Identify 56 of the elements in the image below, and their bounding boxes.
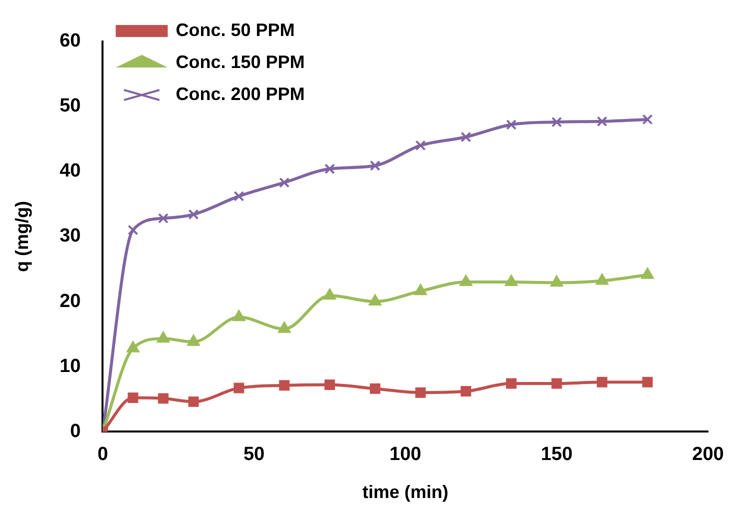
y-axis-title: q (mg/g) — [12, 201, 32, 272]
point — [278, 322, 291, 333]
point — [460, 386, 472, 397]
point — [506, 119, 517, 130]
point — [641, 268, 654, 279]
legend-label: Conc. 50 PPM — [176, 20, 295, 40]
x-axis-title: time (min) — [362, 482, 448, 502]
point — [596, 274, 608, 285]
point — [460, 132, 472, 142]
point — [324, 164, 335, 174]
point — [126, 341, 140, 352]
point — [128, 392, 138, 404]
point — [187, 334, 200, 346]
y-tick-label: 20 — [60, 290, 81, 312]
point — [370, 383, 380, 394]
y-tick-label: 0 — [70, 420, 81, 442]
point — [370, 160, 380, 171]
point — [642, 114, 653, 125]
point — [551, 116, 562, 128]
x-tick-label: 50 — [243, 444, 265, 466]
point — [128, 224, 138, 236]
point — [415, 387, 426, 398]
point — [234, 382, 244, 394]
point — [596, 116, 608, 127]
point — [415, 140, 426, 151]
legend-label: Conc. 200 PPM — [176, 84, 305, 104]
point — [188, 396, 199, 407]
x-tick-label: 200 — [692, 444, 724, 466]
point — [506, 378, 517, 389]
point — [279, 380, 290, 391]
point — [324, 380, 335, 390]
point — [234, 190, 244, 202]
legend-label: Conc. 150 PPM — [176, 52, 305, 72]
point — [157, 332, 170, 343]
y-tick-label: 50 — [60, 96, 81, 117]
point — [279, 177, 290, 188]
point — [551, 378, 562, 389]
point — [460, 275, 472, 286]
x-tick-label: 0 — [97, 444, 108, 466]
point — [550, 276, 563, 287]
point — [642, 376, 653, 388]
point — [324, 288, 336, 300]
point — [414, 284, 427, 296]
point — [596, 376, 608, 388]
y-tick-label: 60 — [60, 30, 81, 52]
point — [158, 393, 169, 404]
point — [505, 275, 518, 286]
x-tick-label: 100 — [390, 444, 422, 466]
y-tick-label: 40 — [60, 160, 81, 182]
y-tick-label: 10 — [60, 356, 81, 377]
point — [158, 213, 169, 224]
point — [232, 310, 246, 322]
point — [188, 209, 199, 220]
x-tick-label: 150 — [540, 444, 573, 466]
y-tick-label: 30 — [60, 226, 81, 247]
point — [368, 294, 382, 306]
